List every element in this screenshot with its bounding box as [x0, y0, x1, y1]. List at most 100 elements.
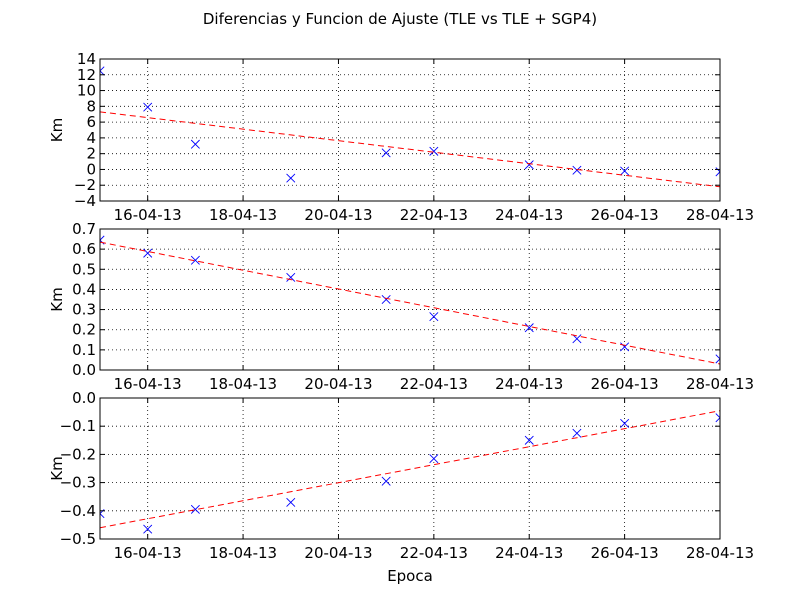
x-tick-label: 20-04-13 — [304, 206, 372, 224]
marker-stroke — [429, 454, 439, 464]
x-tick-label: 24-04-13 — [495, 206, 563, 224]
marker-stroke — [190, 504, 200, 514]
marker-stroke — [715, 417, 720, 423]
y-tick-label: 0.6 — [72, 240, 96, 258]
subplot-3: 16-04-13 18-04-13 20-04-13 22-04-13 24-04-13… — [48, 389, 754, 562]
subplot-2: 16-04-13 18-04-13 20-04-13 22-04-13 24-04-13… — [48, 220, 754, 393]
data-point-marker — [572, 428, 582, 438]
marker-stroke — [190, 255, 200, 265]
y-tick-label: 0.7 — [72, 220, 96, 238]
y-tick-label: 8 — [86, 97, 96, 115]
marker-stroke — [100, 66, 105, 72]
marker-stroke — [524, 323, 534, 333]
y-tick-label: −0.1 — [60, 417, 96, 435]
y-tick-label: −0.3 — [60, 474, 96, 492]
x-tick-label: 20-04-13 — [304, 544, 372, 562]
data-point-marker — [715, 413, 720, 423]
plot-frame — [99, 58, 721, 202]
data-point-marker — [381, 294, 391, 305]
y-tick-label: 0 — [86, 160, 96, 178]
x-tick-label: 26-04-13 — [591, 375, 659, 393]
y-tick-label: −4 — [74, 192, 96, 210]
x-tick-label: 26-04-13 — [591, 544, 659, 562]
fit-line — [100, 241, 720, 365]
data-point-marker — [190, 504, 200, 514]
x-tick-label: 18-04-13 — [209, 206, 277, 224]
y-tick-label: 0.1 — [72, 341, 96, 359]
y-tick-label: 0.0 — [72, 361, 96, 379]
y-tick-label: −0.2 — [60, 445, 96, 463]
data-point-marker — [524, 160, 534, 170]
fit-line — [100, 111, 720, 188]
y-tick-label: 0.2 — [72, 321, 96, 339]
plot-frame — [99, 228, 721, 371]
data-point-marker — [286, 497, 296, 507]
marker-stroke — [100, 512, 105, 519]
marker-stroke — [143, 248, 153, 258]
marker-stroke — [620, 342, 630, 352]
marker-stroke — [381, 148, 391, 158]
data-point-marker — [143, 102, 153, 112]
x-tick-label: 28-04-13 — [686, 206, 754, 224]
marker-stroke — [143, 102, 153, 112]
y-tick-label: 14 — [77, 50, 96, 68]
marker-stroke — [572, 334, 582, 344]
marker-stroke — [715, 413, 720, 419]
x-tick-label: 22-04-13 — [400, 206, 468, 224]
marker-stroke — [715, 358, 720, 364]
x-tick-label: 24-04-13 — [495, 375, 563, 393]
y-axis-label: Km — [48, 456, 66, 480]
subplot-1: 16-04-13 18-04-13 20-04-13 22-04-13 24-04-13… — [48, 50, 754, 224]
data-point-marker — [620, 418, 630, 428]
y-tick-label: 6 — [86, 113, 96, 131]
x-axis-label: Epoca — [387, 567, 433, 585]
y-tick-label: −0.4 — [60, 502, 96, 520]
y-tick-label: −2 — [74, 176, 96, 194]
marker-stroke — [286, 173, 296, 183]
data-point-marker — [524, 323, 534, 333]
marker-stroke — [524, 435, 534, 445]
marker-stroke — [620, 418, 630, 428]
data-point-marker — [715, 354, 720, 364]
y-tick-label: 0.4 — [72, 280, 96, 298]
marker-stroke — [100, 235, 105, 241]
x-tick-label: 16-04-13 — [114, 206, 182, 224]
marker-stroke — [429, 146, 439, 156]
data-point-marker — [286, 173, 296, 183]
marker-stroke — [143, 524, 153, 534]
data-point-marker — [572, 334, 582, 344]
marker-stroke — [381, 476, 391, 486]
x-tick-label: 16-04-13 — [114, 375, 182, 393]
y-tick-label: 4 — [86, 129, 96, 147]
data-point-marker — [286, 272, 296, 282]
data-point-marker — [143, 248, 153, 258]
marker-stroke — [572, 165, 582, 175]
y-tick-label: 2 — [86, 145, 96, 163]
data-point-marker — [620, 342, 630, 352]
data-point-marker — [429, 312, 439, 322]
y-tick-label: 0.0 — [72, 389, 96, 407]
series-group — [100, 410, 720, 534]
series-group — [100, 66, 720, 188]
y-tick-label: −0.5 — [60, 530, 96, 548]
x-tick-label: 20-04-13 — [304, 375, 372, 393]
x-tick-label: 28-04-13 — [686, 544, 754, 562]
y-tick-label: 0.5 — [72, 260, 96, 278]
data-point-marker — [429, 146, 439, 156]
data-point-marker — [190, 139, 200, 149]
x-tick-label: 28-04-13 — [686, 375, 754, 393]
marker-stroke — [190, 139, 200, 149]
y-tick-label: 10 — [77, 82, 96, 100]
chart-title: Diferencias y Funcion de Ajuste (TLE vs … — [203, 10, 597, 28]
marker-stroke — [524, 160, 534, 170]
y-tick-label: 0.3 — [72, 301, 96, 319]
marker-stroke — [620, 166, 630, 176]
data-point-marker — [429, 454, 439, 464]
x-tick-label: 18-04-13 — [209, 375, 277, 393]
marker-stroke — [572, 428, 582, 438]
data-point-marker — [190, 255, 200, 265]
marker-stroke — [715, 171, 720, 177]
series-group — [100, 235, 720, 365]
x-tick-label: 22-04-13 — [400, 375, 468, 393]
